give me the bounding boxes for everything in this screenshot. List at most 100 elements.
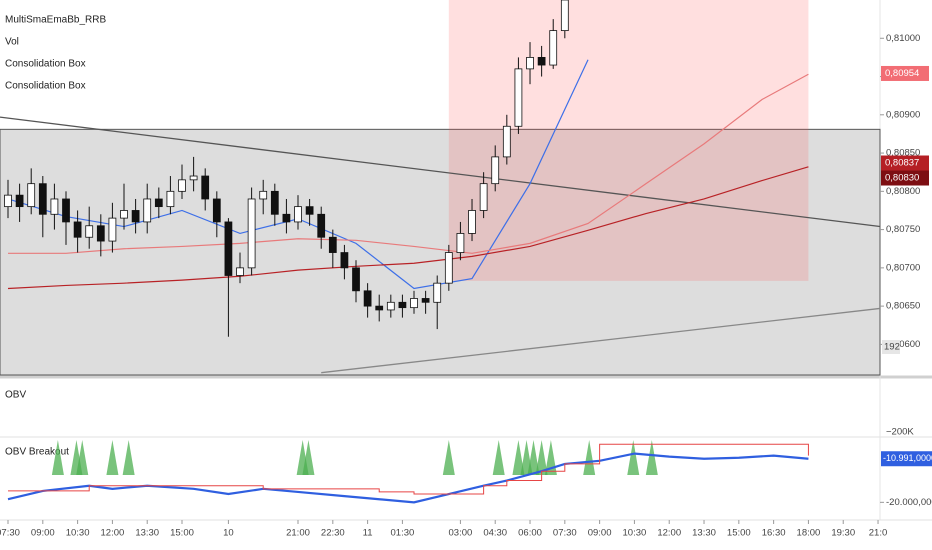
breakout-marker xyxy=(76,440,89,475)
breakout-marker xyxy=(122,440,135,475)
obv-breakout-pane: OBV Breakout xyxy=(5,440,809,504)
breakout-marker xyxy=(583,440,596,475)
x-tick-label: 10:30 xyxy=(66,528,90,539)
pane-axis-label: −200K xyxy=(886,427,914,438)
candle-body xyxy=(444,252,453,284)
candle-body xyxy=(502,125,511,158)
x-tick-label: 11 xyxy=(363,528,373,539)
candle-body xyxy=(166,190,175,208)
price-label: 0,80837 xyxy=(885,158,919,169)
candle-body xyxy=(62,198,70,223)
x-tick-label: 10:30 xyxy=(623,528,647,539)
candle-body xyxy=(294,206,302,223)
trendline xyxy=(0,116,881,228)
candle-body xyxy=(38,183,47,215)
candle-body xyxy=(212,198,221,223)
indicator-label: Consolidation Box xyxy=(5,59,86,70)
y-tick-label: 0,80750 xyxy=(886,224,920,235)
candle-body xyxy=(514,68,523,127)
breakout-marker xyxy=(527,440,540,475)
volume-label-bg xyxy=(882,340,900,354)
breakout-marker xyxy=(645,440,658,475)
candle-body xyxy=(282,213,291,223)
y-tick-label: -20.000,00000 xyxy=(886,497,932,508)
y-tick-label: 0,80700 xyxy=(886,262,920,273)
price-label-bg xyxy=(881,65,929,81)
breakout-marker xyxy=(627,440,640,475)
candle-body xyxy=(526,56,534,70)
candle-body xyxy=(560,0,569,32)
y-tick-label: 0,80900 xyxy=(886,109,920,120)
candle-body xyxy=(340,252,349,269)
candle-body xyxy=(433,282,442,303)
x-tick-label: 15:00 xyxy=(170,528,194,539)
candle-body xyxy=(259,190,268,200)
x-tick-label: 16:30 xyxy=(762,528,786,539)
pane-title: OBV Breakout xyxy=(5,447,69,458)
y-tick-label: 0,80850 xyxy=(886,148,920,159)
x-tick-label: 01:30 xyxy=(391,528,415,539)
candle-body xyxy=(317,213,326,238)
volume-label: 192 xyxy=(884,342,900,353)
candle-body xyxy=(421,298,430,303)
candle-body xyxy=(50,198,59,215)
obv-pane: OBV −200K xyxy=(5,390,914,438)
indicator-label: Consolidation Box xyxy=(5,81,86,92)
candle-body xyxy=(120,210,128,219)
breakout-marker xyxy=(51,440,64,475)
indicator-label: MultiSmaEmaBb_RRB xyxy=(5,15,106,26)
y-tick-label: 0,80800 xyxy=(886,186,920,197)
candle-body xyxy=(549,30,558,66)
consolidation-box xyxy=(0,128,881,376)
candle-body xyxy=(386,301,395,311)
x-tick-label: 12:00 xyxy=(101,528,125,539)
x-tick-label: 06:00 xyxy=(518,528,542,539)
candle-body xyxy=(178,179,186,192)
x-tick-label: 13:30 xyxy=(692,528,716,539)
candle-body xyxy=(328,236,337,253)
x-tick-label: 10 xyxy=(223,528,234,539)
x-tick-label: 15:00 xyxy=(727,528,751,539)
y-tick-label: 0,81000 xyxy=(886,33,920,44)
x-tick-label: 09:00 xyxy=(31,528,55,539)
candle-body xyxy=(537,56,546,66)
candle-body xyxy=(143,198,152,223)
candle-body xyxy=(189,175,198,181)
axes: 0,80600 0,80650 0,80700 0,80750 0,80800 0,808… xyxy=(0,33,932,539)
x-tick-label: 21:0 xyxy=(869,528,888,539)
candle-body xyxy=(4,194,12,208)
x-tick-label: 18:00 xyxy=(797,528,821,539)
breakout-marker xyxy=(442,440,455,475)
x-tick-label: 04:30 xyxy=(483,528,507,539)
last-value-bg xyxy=(881,451,932,467)
candle-body xyxy=(154,198,163,208)
candle-body xyxy=(468,210,476,234)
x-tick-label: 12:00 xyxy=(657,528,681,539)
candle-body xyxy=(398,301,407,309)
candle-body xyxy=(236,267,244,276)
last-value-label: -10.991,00000 xyxy=(883,453,932,463)
x-tick-label: 07:30 xyxy=(0,528,20,539)
moving-average xyxy=(7,166,809,290)
breakout-marker xyxy=(492,440,505,475)
candle-body xyxy=(85,225,94,238)
pane-title: OBV xyxy=(5,390,26,401)
candle-body xyxy=(410,298,418,309)
candle-body xyxy=(15,194,24,208)
x-tick-label: 21:00 xyxy=(286,528,310,539)
x-tick-label: 07:30 xyxy=(553,528,577,539)
x-tick-label: 13:30 xyxy=(135,528,159,539)
candle-body xyxy=(224,221,233,276)
breakout-marker xyxy=(302,440,315,475)
breakout-marker xyxy=(535,440,548,475)
breakout-level xyxy=(8,443,809,495)
consolidation-box xyxy=(448,0,809,281)
breakout-marker xyxy=(512,440,525,475)
candle-body xyxy=(305,206,314,215)
candle-body xyxy=(375,305,384,311)
x-tick-label: 22:30 xyxy=(321,528,345,539)
price-label: 0,80830 xyxy=(885,173,919,184)
price-label-bg xyxy=(881,170,929,186)
price-pane: MultiSmaEmaBb_RRB Vol Consolidation Box Con… xyxy=(0,0,881,376)
y-tick-label: 0,80650 xyxy=(886,301,920,312)
